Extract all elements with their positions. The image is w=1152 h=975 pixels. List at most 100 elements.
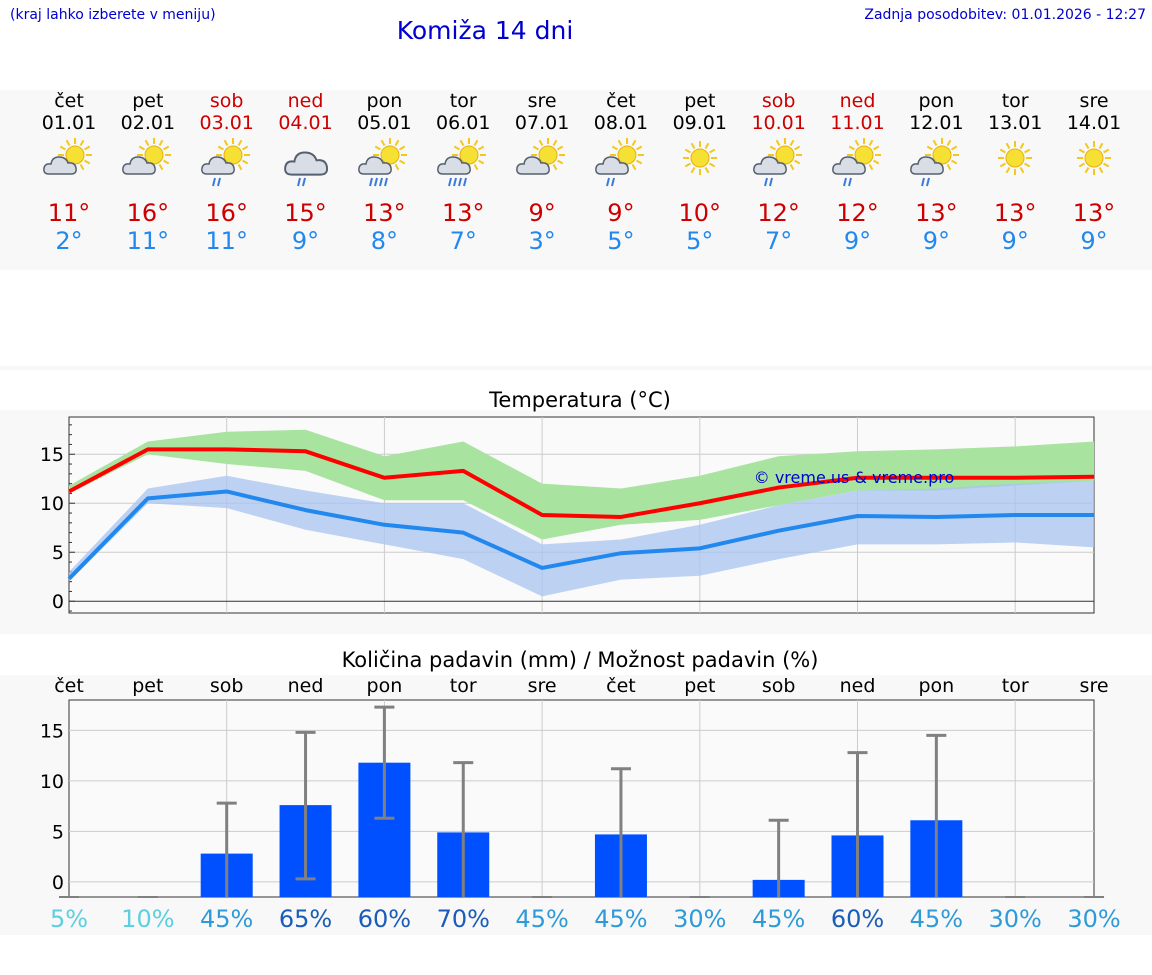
y-tick-label: 10 (40, 771, 64, 793)
day-date: 09.01 (672, 112, 727, 134)
x-category-label: čet (54, 675, 84, 697)
max-temperature: 12° (836, 199, 879, 227)
day-name: sre (1079, 90, 1109, 112)
y-tick-label: 5 (52, 542, 64, 564)
y-tick-label: 5 (52, 821, 64, 843)
x-category-label: tor (1002, 675, 1029, 697)
precipitation-chart-title: Količina padavin (mm) / Možnost padavin … (341, 648, 819, 672)
day-date: 06.01 (436, 112, 491, 134)
sun-cloud-rain-icon (828, 138, 888, 188)
divider (0, 366, 1152, 370)
sun-icon (670, 138, 730, 188)
precipitation-probability: 30% (989, 905, 1042, 933)
day-name: pon (366, 90, 403, 112)
x-category-label: ned (840, 675, 876, 697)
day-name: sre (527, 90, 557, 112)
precipitation-probability: 45% (200, 905, 253, 933)
x-category-label: sre (1080, 675, 1109, 697)
precipitation-probability: 10% (121, 905, 174, 933)
precipitation-probability: 70% (437, 905, 490, 933)
max-temperature: 13° (915, 199, 958, 227)
max-temperature: 9° (528, 199, 556, 227)
sun-cloud-rain-icon (906, 138, 966, 188)
y-tick-label: 15 (40, 444, 64, 466)
day-date: 05.01 (357, 112, 412, 134)
sun-cloud-rain-icon (749, 138, 809, 188)
y-tick-label: 10 (40, 493, 64, 515)
sun-cloud-icon (512, 138, 572, 188)
precipitation-probability: 5% (50, 905, 88, 933)
sun-cloud-rain-icon (197, 138, 257, 188)
day-date: 08.01 (593, 112, 649, 134)
precipitation-probability: 60% (831, 905, 884, 933)
day-name: čet (54, 90, 84, 112)
max-temperature: 13° (441, 199, 485, 227)
min-temperature: 9° (1080, 227, 1108, 255)
day-name: tor (1001, 90, 1029, 112)
day-date: 01.01 (41, 112, 97, 134)
max-temperature: 13° (993, 199, 1037, 227)
x-category-label: sob (762, 675, 796, 697)
day-name: pet (132, 90, 164, 112)
min-temperature: 11° (126, 227, 170, 255)
x-category-label: pon (918, 675, 954, 697)
page-title: Komiža 14 dni (396, 16, 574, 45)
precipitation-probability: 30% (673, 905, 726, 933)
location-menu-hint: (kraj lahko izberete v meniju) (10, 7, 216, 23)
day-name: čet (606, 90, 636, 112)
precipitation-probability: 45% (752, 905, 805, 933)
max-temperature: 13° (1072, 199, 1116, 227)
precipitation-probability: 60% (358, 905, 411, 933)
max-temperature: 16° (126, 199, 170, 227)
day-date: 04.01 (278, 112, 333, 134)
day-date: 07.01 (514, 112, 570, 134)
sun-cloud-icon (39, 138, 99, 188)
watermark: © vreme.us & vreme.pro (754, 468, 955, 487)
day-date: 10.01 (751, 112, 806, 134)
day-name: ned (839, 90, 876, 112)
precipitation-probability: 45% (910, 905, 963, 933)
min-temperature: 7° (765, 227, 793, 255)
min-temperature: 8° (370, 227, 399, 255)
day-date: 02.01 (120, 112, 176, 134)
day-date: 03.01 (199, 112, 254, 134)
min-temperature: 7° (449, 227, 477, 255)
precipitation-probability: 45% (515, 905, 568, 933)
max-temperature: 15° (284, 199, 327, 227)
min-temperature: 9° (1001, 227, 1029, 255)
y-tick-label: 0 (52, 591, 64, 613)
max-temperature: 12° (757, 199, 800, 227)
x-category-label: pet (132, 675, 163, 697)
min-temperature: 9° (291, 227, 320, 255)
x-category-label: tor (450, 675, 477, 697)
day-name: tor (449, 90, 477, 112)
min-temperature-line (67, 489, 1095, 581)
sun-cloud-heavy-rain-icon (433, 138, 493, 188)
day-date: 12.01 (909, 112, 964, 134)
x-category-label: ned (288, 675, 324, 697)
day-name: sob (761, 90, 796, 112)
max-temperature-line (68, 447, 1095, 519)
min-temperature: 9° (922, 227, 950, 255)
day-date: 11.01 (830, 112, 885, 134)
x-category-label: pon (367, 675, 403, 697)
day-name: pet (684, 90, 716, 112)
max-temperature: 11° (47, 199, 91, 227)
daily-forecast-band (0, 90, 1152, 270)
day-name: sob (209, 90, 244, 112)
cloud-rain-icon (276, 138, 336, 188)
precipitation-probability: 45% (594, 905, 647, 933)
day-date: 14.01 (1066, 112, 1122, 134)
min-temperature: 3° (528, 227, 556, 255)
day-date: 13.01 (987, 112, 1043, 134)
min-temperature: 11° (205, 227, 248, 255)
y-tick-label: 15 (40, 720, 64, 742)
max-temperature: 13° (363, 199, 406, 227)
max-temperature: 10° (678, 199, 722, 227)
x-category-label: sob (210, 675, 244, 697)
x-category-label: čet (606, 675, 636, 697)
last-updated: Zadnja posodobitev: 01.01.2026 - 12:27 (864, 7, 1146, 23)
min-temperature: 5° (607, 227, 635, 255)
